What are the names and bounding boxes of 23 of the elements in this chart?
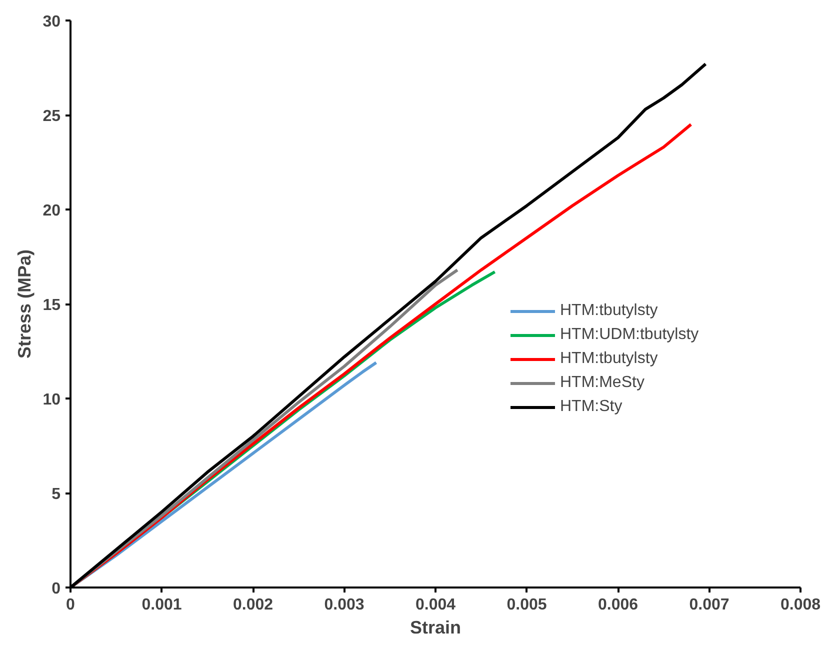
x-tick-label: 0.006 — [598, 596, 638, 614]
legend-label: HTM:Sty — [560, 398, 622, 416]
x-tick-label: 0.008 — [780, 596, 821, 614]
legend-label: HTM:MeSty — [560, 374, 644, 392]
legend-label: HTM:tbutylsty — [560, 302, 658, 320]
x-tick-label: 0.005 — [506, 596, 547, 614]
y-tick-label: 0 — [52, 580, 61, 598]
x-tick-label: 0 — [66, 596, 76, 614]
x-tick-label: 0.004 — [415, 596, 456, 614]
y-tick-label: 5 — [52, 486, 61, 503]
legend-label: HTM:UDM:tbutylsty — [560, 326, 699, 344]
legend-label: HTM:tbutylsty — [560, 350, 658, 368]
x-axis-title: Strain — [410, 618, 462, 638]
y-tick-label: 15 — [42, 297, 61, 314]
x-tick-label: 0.001 — [142, 596, 182, 614]
y-tick-label: 20 — [42, 202, 61, 220]
y-tick-label: 30 — [42, 14, 61, 30]
x-tick-label: 0.003 — [324, 596, 364, 614]
x-tick-label: 0.007 — [689, 596, 730, 614]
y-tick-label: 10 — [42, 392, 61, 408]
y-tick-label: 25 — [42, 108, 61, 125]
y-axis-title: Stress (MPa) — [14, 249, 35, 359]
x-tick-label: 0.002 — [232, 596, 274, 614]
